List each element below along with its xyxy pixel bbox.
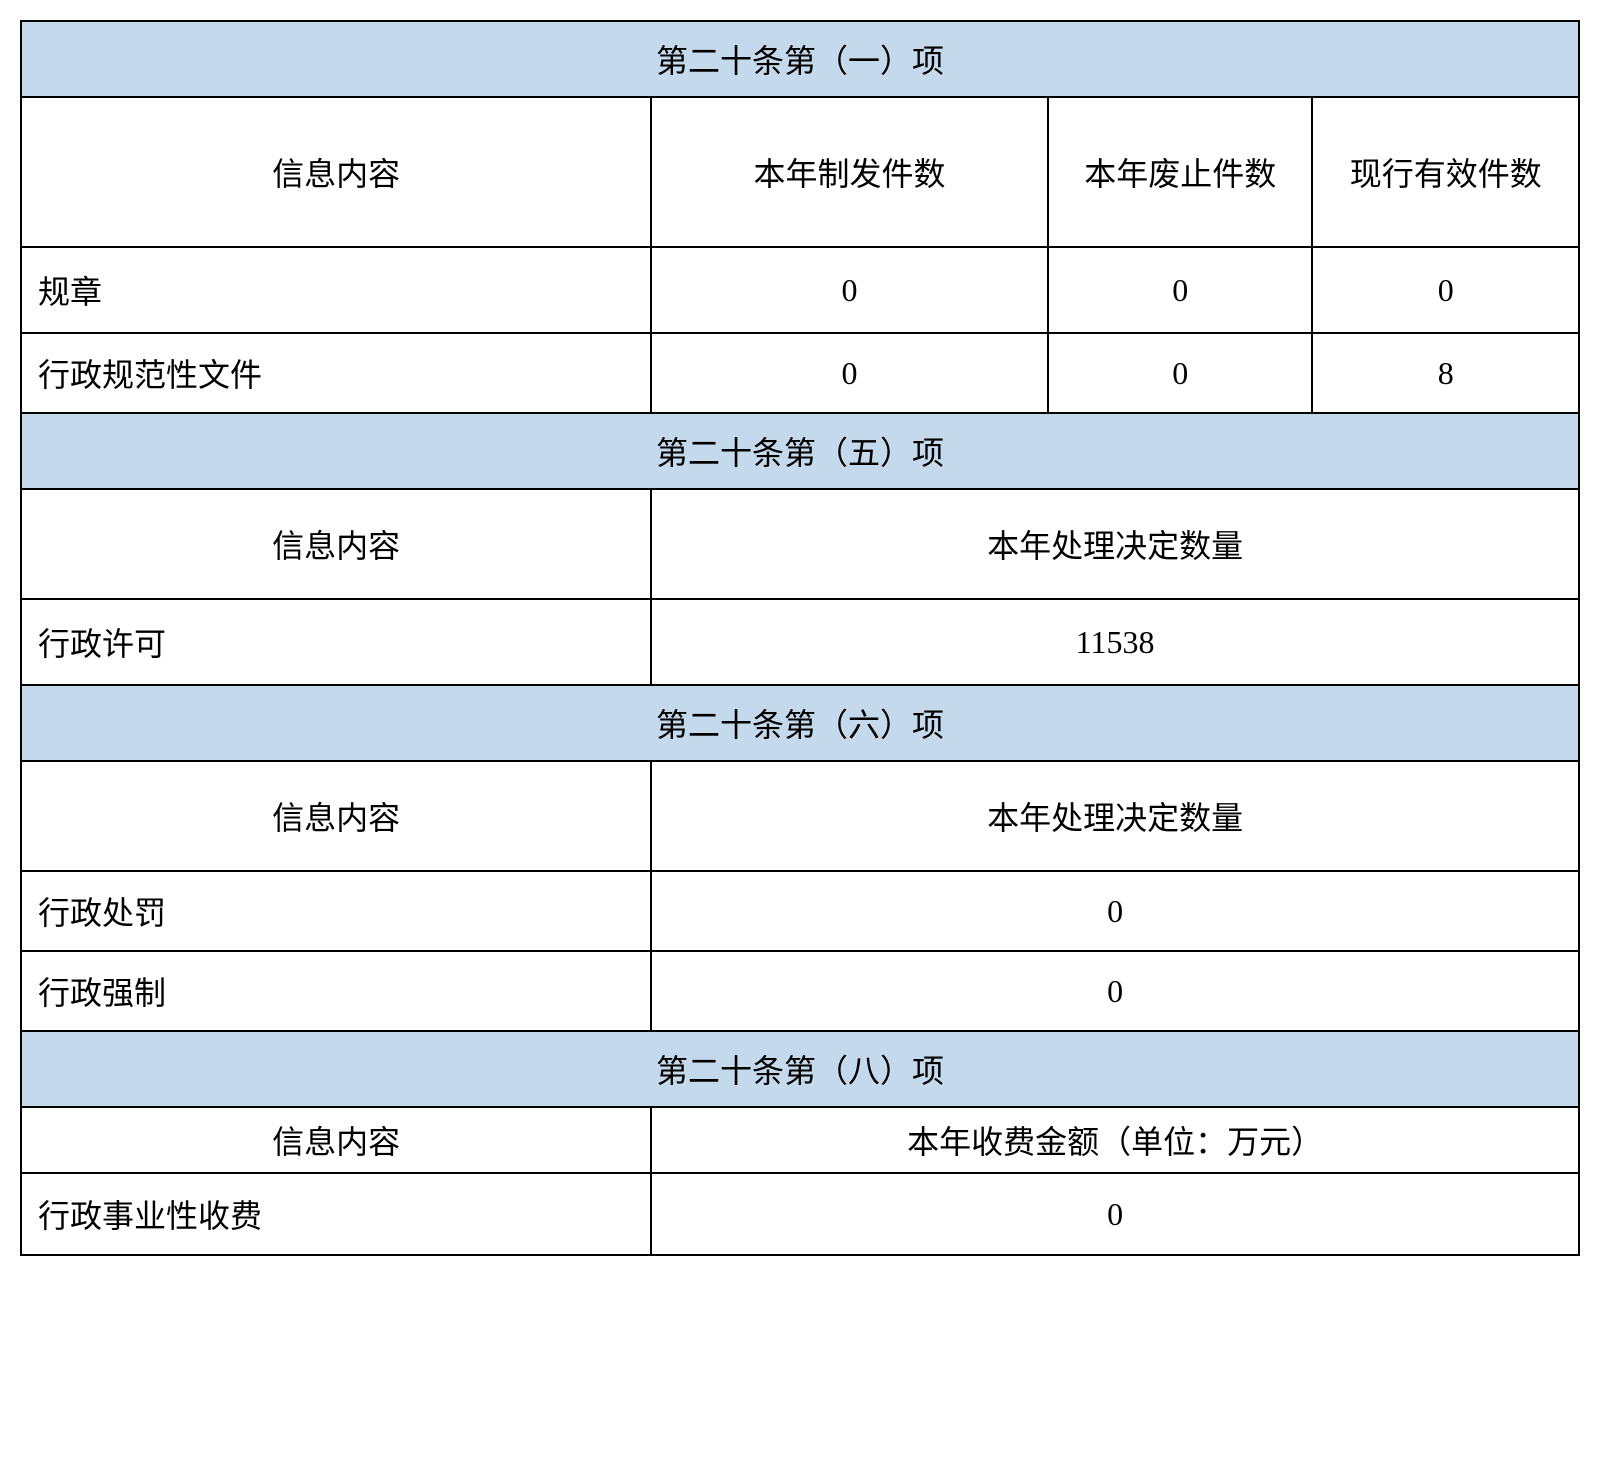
section4-col1-header: 信息内容 [22, 1108, 652, 1172]
row-label: 行政处罚 [22, 872, 652, 950]
section2-header: 第二十条第（五）项 [22, 414, 1578, 490]
row-label: 行政事业性收费 [22, 1174, 652, 1254]
section4-column-headers: 信息内容 本年收费金额（单位：万元） [22, 1108, 1578, 1174]
row-value: 0 [652, 1174, 1578, 1254]
section2-col1-header: 信息内容 [22, 490, 652, 598]
row-value: 0 [652, 872, 1578, 950]
section1-col3-header: 本年废止件数 [1049, 98, 1314, 246]
row-issued: 0 [652, 334, 1049, 412]
row-effective: 0 [1313, 248, 1578, 332]
table-row: 行政规范性文件 0 0 8 [22, 334, 1578, 414]
section3-header: 第二十条第（六）项 [22, 686, 1578, 762]
disclosure-table: 第二十条第（一）项 信息内容 本年制发件数 本年废止件数 现行有效件数 规章 0… [20, 20, 1580, 1256]
table-row: 规章 0 0 0 [22, 248, 1578, 334]
row-value: 0 [652, 952, 1578, 1030]
section3-column-headers: 信息内容 本年处理决定数量 [22, 762, 1578, 872]
section2-col2-header: 本年处理决定数量 [652, 490, 1578, 598]
section4-col2-header: 本年收费金额（单位：万元） [652, 1108, 1578, 1172]
section1-col4-header: 现行有效件数 [1313, 98, 1578, 246]
table-row: 行政处罚 0 [22, 872, 1578, 952]
table-row: 行政事业性收费 0 [22, 1174, 1578, 1254]
section1-col2-header: 本年制发件数 [652, 98, 1049, 246]
section2-title: 第二十条第（五）项 [22, 414, 1578, 488]
section3-title: 第二十条第（六）项 [22, 686, 1578, 760]
row-label: 规章 [22, 248, 652, 332]
section2-column-headers: 信息内容 本年处理决定数量 [22, 490, 1578, 600]
table-row: 行政许可 11538 [22, 600, 1578, 686]
section4-header: 第二十条第（八）项 [22, 1032, 1578, 1108]
section1-column-headers: 信息内容 本年制发件数 本年废止件数 现行有效件数 [22, 98, 1578, 248]
section4-title: 第二十条第（八）项 [22, 1032, 1578, 1106]
row-label: 行政强制 [22, 952, 652, 1030]
row-value: 11538 [652, 600, 1578, 684]
row-abolished: 0 [1049, 248, 1314, 332]
row-issued: 0 [652, 248, 1049, 332]
section1-header: 第二十条第（一）项 [22, 22, 1578, 98]
row-effective: 8 [1313, 334, 1578, 412]
row-label: 行政许可 [22, 600, 652, 684]
row-abolished: 0 [1049, 334, 1314, 412]
table-row: 行政强制 0 [22, 952, 1578, 1032]
section1-col1-header: 信息内容 [22, 98, 652, 246]
section3-col1-header: 信息内容 [22, 762, 652, 870]
section1-title: 第二十条第（一）项 [22, 22, 1578, 96]
section3-col2-header: 本年处理决定数量 [652, 762, 1578, 870]
row-label: 行政规范性文件 [22, 334, 652, 412]
